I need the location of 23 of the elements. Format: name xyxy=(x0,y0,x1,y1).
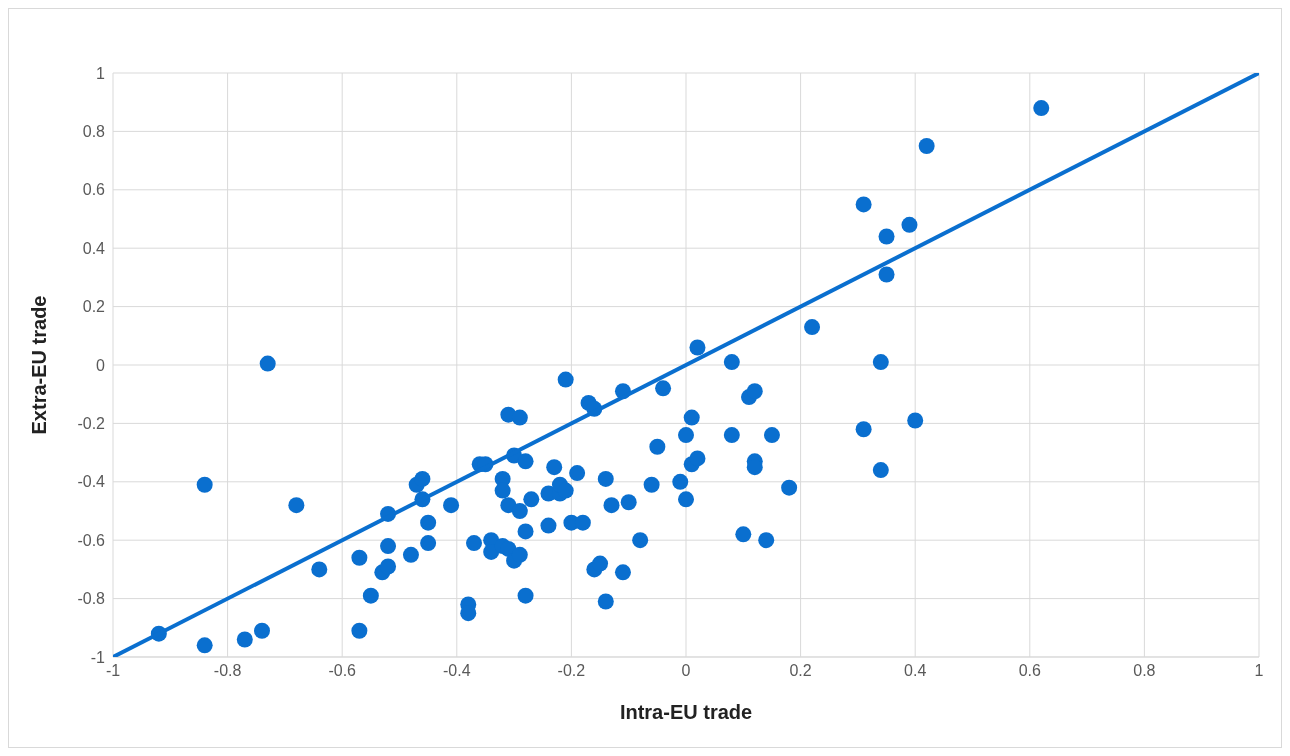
y-tick-label: -0.8 xyxy=(77,590,106,608)
y-tick-label: 1 xyxy=(96,64,106,82)
x-tick-label: -0.8 xyxy=(213,662,242,680)
x-tick-label: 0.6 xyxy=(1018,662,1042,680)
x-tick-label: -0.6 xyxy=(328,662,357,680)
y-tick-label: -0.6 xyxy=(77,531,106,549)
x-tick-label: -0.2 xyxy=(557,662,586,680)
x-axis-title: Intra-EU trade xyxy=(619,701,753,723)
y-axis-title: Extra-EU trade xyxy=(28,295,51,435)
y-tick-label: 0.2 xyxy=(82,298,106,316)
x-tick-label: 1 xyxy=(1254,662,1264,680)
x-tick-label: 0.4 xyxy=(904,662,927,680)
x-tick-label: 0.8 xyxy=(1133,662,1156,680)
y-tick-label: 0.4 xyxy=(82,239,106,257)
y-tick-label: 0.6 xyxy=(82,181,106,199)
y-tick-label: 0 xyxy=(96,356,106,374)
x-tick-label: 0.2 xyxy=(789,662,812,680)
y-tick-label: 0.8 xyxy=(82,123,106,141)
y-tick-label: -0.4 xyxy=(77,473,106,491)
y-tick-label: -0.2 xyxy=(77,415,106,433)
y-tick-label: -1 xyxy=(90,648,106,666)
x-tick-label: 0 xyxy=(681,662,691,680)
x-tick-label: -0.4 xyxy=(443,662,471,680)
